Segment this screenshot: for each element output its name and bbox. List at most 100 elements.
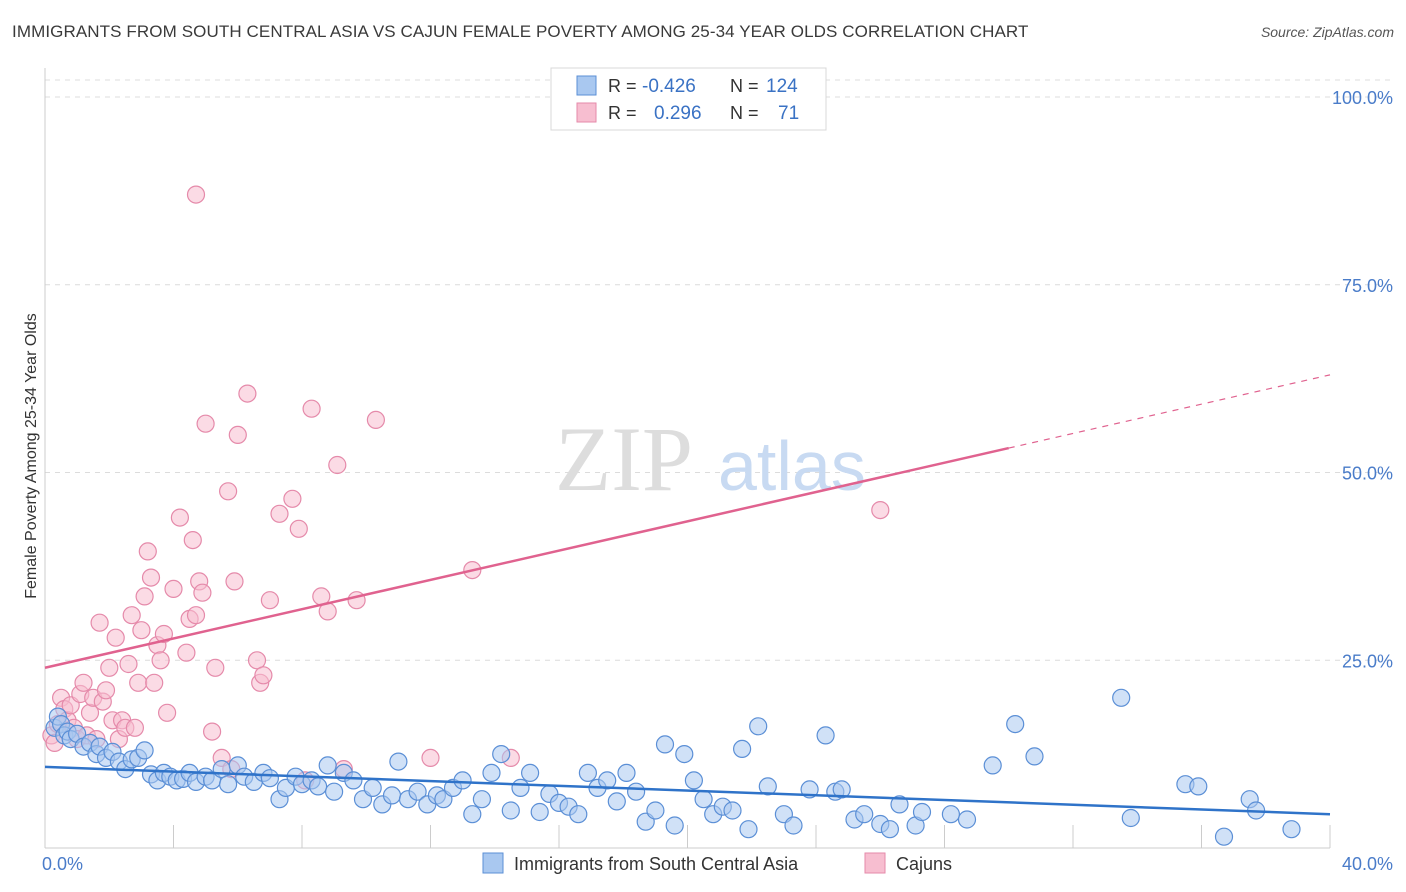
- immigrants-point: [389, 752, 408, 771]
- cajuns-point: [158, 703, 177, 722]
- cajuns-trend-line: [44, 446, 1010, 669]
- cajuns-point: [228, 425, 247, 444]
- immigrants-point: [646, 801, 665, 820]
- cajuns-point: [125, 718, 144, 737]
- cajuns-point: [254, 666, 273, 685]
- immigrants-point: [408, 782, 427, 801]
- immigrants-point: [135, 741, 154, 760]
- cajuns-point: [328, 455, 347, 475]
- immigrants-point: [1112, 688, 1131, 707]
- cajuns-point: [141, 568, 161, 587]
- cajuns-point: [302, 399, 321, 418]
- watermark-zip: ZIP: [555, 408, 693, 510]
- y-tick-labels: 25.0% 50.0% 75.0% 100.0%: [1332, 88, 1393, 671]
- trend-lines: [44, 374, 1331, 816]
- immigrants-point: [732, 739, 752, 759]
- immigrants-point: [912, 802, 932, 822]
- series-legend-swatch-pink: [864, 852, 886, 874]
- immigrants-point: [318, 756, 337, 775]
- y-tick-label: 100.0%: [1332, 88, 1393, 108]
- y-tick-label: 25.0%: [1342, 651, 1393, 671]
- legend-r-label-blue: R =: [608, 76, 637, 96]
- immigrants-point: [1121, 808, 1140, 828]
- immigrants-point: [739, 820, 758, 839]
- cajuns-point: [186, 185, 206, 204]
- y-axis-label: Female Poverty Among 25-34 Year Olds: [23, 313, 40, 599]
- immigrants-point: [598, 771, 617, 790]
- immigrants-point: [1214, 827, 1234, 846]
- legend-n-value-pink: 71: [778, 103, 799, 124]
- immigrants-point: [694, 790, 713, 809]
- immigrants-point: [880, 820, 900, 839]
- watermark: ZIP atlas: [555, 408, 866, 510]
- cajuns-point: [96, 681, 116, 700]
- cajuns-point: [119, 654, 138, 674]
- cajuns-point: [270, 504, 289, 523]
- immigrants-point: [684, 771, 704, 790]
- chart-source: Source: ZipAtlas.com: [1260, 24, 1394, 40]
- immigrants-point: [749, 717, 768, 736]
- cajuns-point: [219, 482, 238, 501]
- immigrants-point: [511, 778, 530, 798]
- legend-n-label-blue: N =: [730, 76, 759, 96]
- cajuns-point: [132, 621, 151, 640]
- immigrants-trend-line: [44, 765, 1331, 816]
- legend-r-value-blue: -0.426: [642, 76, 696, 97]
- immigrants-point: [382, 786, 402, 805]
- legend-box: [550, 67, 827, 131]
- cajuns-point: [154, 624, 173, 644]
- cajuns-point: [366, 410, 385, 429]
- cajuns-point: [122, 606, 141, 625]
- cajuns-point: [177, 643, 196, 662]
- immigrants-point: [617, 763, 636, 783]
- cajuns-point: [247, 651, 267, 670]
- immigrants-point: [626, 782, 646, 801]
- legend-r-label-pink: R =: [608, 103, 637, 123]
- immigrants-point: [941, 805, 961, 824]
- axes: [44, 68, 1331, 849]
- immigrants-point: [492, 744, 511, 764]
- cajuns-point: [283, 489, 302, 508]
- x-tick-labels: 0.0% 40.0%: [42, 854, 1393, 874]
- cajuns-point: [138, 542, 157, 561]
- immigrants-point: [520, 763, 540, 783]
- legend-swatch-blue: [576, 75, 597, 96]
- chart-title: IMMIGRANTS FROM SOUTH CENTRAL ASIA VS CA…: [12, 22, 1029, 41]
- immigrants-point: [957, 810, 977, 829]
- cajuns-point: [74, 673, 93, 692]
- immigrants-point: [655, 735, 675, 754]
- immigrants-point: [472, 790, 491, 809]
- immigrants-point: [325, 782, 344, 801]
- cajuns-point: [170, 508, 189, 527]
- immigrants-point: [501, 801, 520, 820]
- y-tick-label: 50.0%: [1342, 464, 1393, 484]
- x-tick-label: 40.0%: [1342, 854, 1393, 874]
- immigrants-point: [530, 802, 549, 822]
- cajuns-point: [196, 414, 215, 433]
- immigrants-point: [1025, 747, 1044, 766]
- immigrants-point: [1006, 714, 1025, 734]
- immigrants-point: [855, 805, 874, 824]
- immigrants-point: [453, 771, 472, 790]
- immigrants-point: [219, 775, 238, 794]
- cajuns-point: [260, 591, 279, 610]
- cajuns-point: [183, 530, 202, 550]
- immigrants-point: [784, 816, 803, 835]
- immigrants-point: [363, 778, 382, 798]
- cajuns-point: [90, 613, 109, 632]
- immigrants-point: [723, 801, 742, 820]
- cajuns-point: [186, 606, 206, 625]
- immigrants-point: [758, 777, 777, 796]
- cajuns-point: [203, 722, 222, 741]
- immigrants-point: [1189, 777, 1208, 796]
- cajuns-point: [225, 572, 244, 591]
- x-tick-label: 0.0%: [42, 854, 83, 874]
- cajuns-point: [135, 587, 154, 606]
- series-legend: Immigrants from South Central Asia Cajun…: [482, 852, 952, 874]
- cajuns-point: [145, 673, 164, 692]
- cajuns-point: [129, 673, 148, 692]
- immigrants-point: [260, 769, 279, 788]
- immigrants-point: [665, 816, 684, 835]
- immigrants-point: [482, 763, 501, 783]
